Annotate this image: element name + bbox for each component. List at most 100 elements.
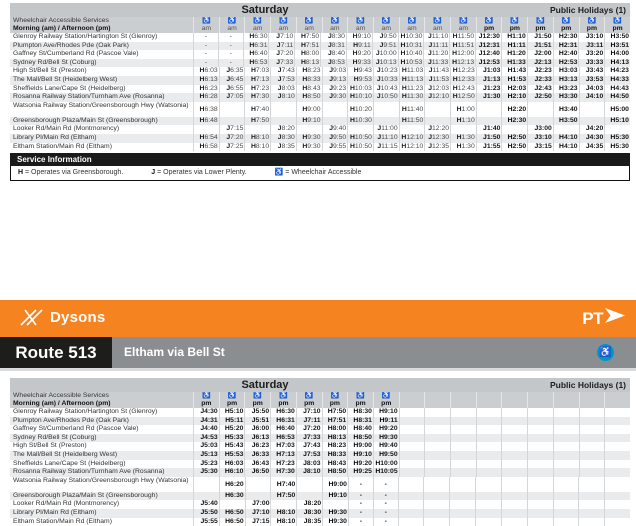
time-cell: J1:51: [526, 41, 553, 51]
period-cell: pm: [270, 400, 296, 408]
time-cell: [372, 101, 399, 117]
period-cell: [527, 400, 553, 408]
time-cell: H9:20: [372, 425, 399, 434]
table-row: The Mall/Bell St (Heidelberg West) H6:13 J…: [10, 75, 630, 85]
time-cell: [193, 476, 219, 492]
time-cell: [398, 459, 425, 469]
time-cell: [295, 125, 322, 134]
time-cell: -: [347, 500, 373, 509]
time-cell: [501, 408, 527, 417]
time-cell: [475, 491, 501, 501]
time-cell: H2:03: [501, 84, 527, 94]
time-cell: J8:20: [296, 500, 322, 509]
period-row: Morning (am) / Afternoon (pm) pm pm pm pm pm p…: [10, 400, 630, 408]
table-row: Rosanna Railway Station/Turnham Ave (Ros…: [10, 468, 630, 477]
time-cell: J11:15: [372, 142, 399, 152]
accessible-services-label: Wheelchair Accessible Services: [13, 392, 109, 399]
time-cell: [578, 416, 605, 426]
station-label: Gaffney St/Cumberland Rd (Pascoe Vale): [13, 50, 139, 58]
time-cell: H8:10: [244, 142, 270, 152]
time-cell: [475, 500, 501, 509]
accessible-cell: [450, 392, 476, 400]
time-cell: -: [372, 491, 398, 501]
table-row: Rosanna Railway Station/Turnham Ave (Ros…: [10, 93, 630, 102]
time-cell: [218, 116, 245, 126]
accessible-cell: ♿: [270, 392, 296, 400]
table-row: Glenroy Railway Station/Hartington St (G…: [10, 33, 630, 42]
time-cell: [527, 459, 553, 469]
time-cell: [552, 500, 579, 509]
time-cell: H1:11: [500, 41, 527, 51]
time-cell: J11:53: [424, 75, 450, 85]
time-cell: J9:30: [321, 93, 348, 102]
time-cell: H9:10: [347, 450, 373, 460]
time-cell: [578, 450, 605, 460]
period-cell: am: [193, 25, 219, 33]
time-cell: [578, 459, 605, 469]
period-label: Morning (am) / Afternoon (pm): [13, 25, 111, 32]
period-cell: [398, 400, 425, 408]
accessible-cell: ♿: [372, 392, 399, 400]
time-cell: H12:23: [450, 67, 476, 76]
time-cell: [397, 491, 424, 501]
time-cell: -: [347, 491, 373, 501]
time-cell: [475, 476, 501, 492]
time-cell: [552, 433, 579, 443]
time-cell: [578, 508, 604, 518]
time-cell: [578, 517, 604, 526]
wheelchair-icon: ♿: [279, 392, 288, 399]
time-cell: H9:30: [372, 433, 399, 443]
accessible-cell: [604, 392, 630, 400]
time-cell: H11:40: [398, 101, 425, 117]
time-cell: J7:33: [268, 58, 294, 68]
time-cell: J3:20: [578, 50, 604, 59]
station-label: The Mall/Bell St (Heidelberg West): [13, 75, 118, 83]
time-cell: [604, 442, 630, 451]
time-cell: H10:30: [347, 116, 373, 126]
time-cell: J6:33: [244, 450, 270, 460]
time-cell: H9:10: [295, 116, 322, 126]
time-cell: H8:00: [294, 50, 320, 59]
time-cell: [397, 508, 424, 518]
time-cell: H4:10: [552, 142, 579, 152]
time-cell: [475, 101, 502, 117]
accessible-cell: [501, 392, 527, 400]
station-label: Greensborough Plaza/Main St (Greensborou…: [13, 116, 158, 124]
time-cell: [500, 500, 527, 509]
station-label: Sheffields Lane/Cape St (Heidelberg): [13, 459, 126, 467]
time-cell: J9:23: [321, 84, 348, 94]
time-cell: J12:31: [475, 41, 501, 51]
time-cell: H6:03: [193, 67, 219, 76]
time-cell: J7:10: [244, 508, 271, 518]
time-cell: H1:30: [450, 133, 476, 143]
time-cell: H12:50: [450, 93, 476, 102]
service-information-title: Service Information: [10, 153, 630, 166]
time-cell: [475, 468, 502, 477]
station-label: Glenroy Railway Station/Hartington St (G…: [13, 33, 158, 40]
station-label: Library Pl/Main Rd (Eltham): [13, 133, 97, 141]
time-cell: H1:33: [500, 58, 527, 68]
time-cell: [218, 101, 245, 117]
time-cell: H4:13: [604, 58, 630, 68]
time-cell: [449, 508, 475, 518]
time-cell: H7:40: [270, 476, 296, 492]
time-cell: J6:50: [244, 468, 270, 477]
time-cell: [578, 500, 604, 509]
operator-name: Dysons: [50, 309, 106, 326]
time-cell: H6:54: [193, 133, 219, 143]
time-cell: H6:13: [193, 75, 219, 85]
time-cell: [424, 101, 450, 117]
time-cell: J5:23: [193, 459, 219, 469]
timetable-body: Wheelchair Accessible Services ♿ ♿ ♿ ♿ ♿ ♿ ♿ ♿ ♿ ♿…: [10, 17, 630, 152]
time-cell: H11:23: [398, 84, 425, 94]
time-cell: H7:13: [244, 75, 270, 85]
time-cell: J1:03: [475, 67, 502, 76]
dysons-logo: Dysons: [20, 307, 105, 328]
time-cell: [475, 408, 502, 417]
period-cell: am: [270, 25, 296, 33]
time-cell: H1:10: [500, 33, 527, 42]
accessible-cell: ♿: [193, 392, 219, 400]
time-cell: H6:40: [242, 50, 269, 59]
time-cell: H4:00: [604, 50, 630, 59]
